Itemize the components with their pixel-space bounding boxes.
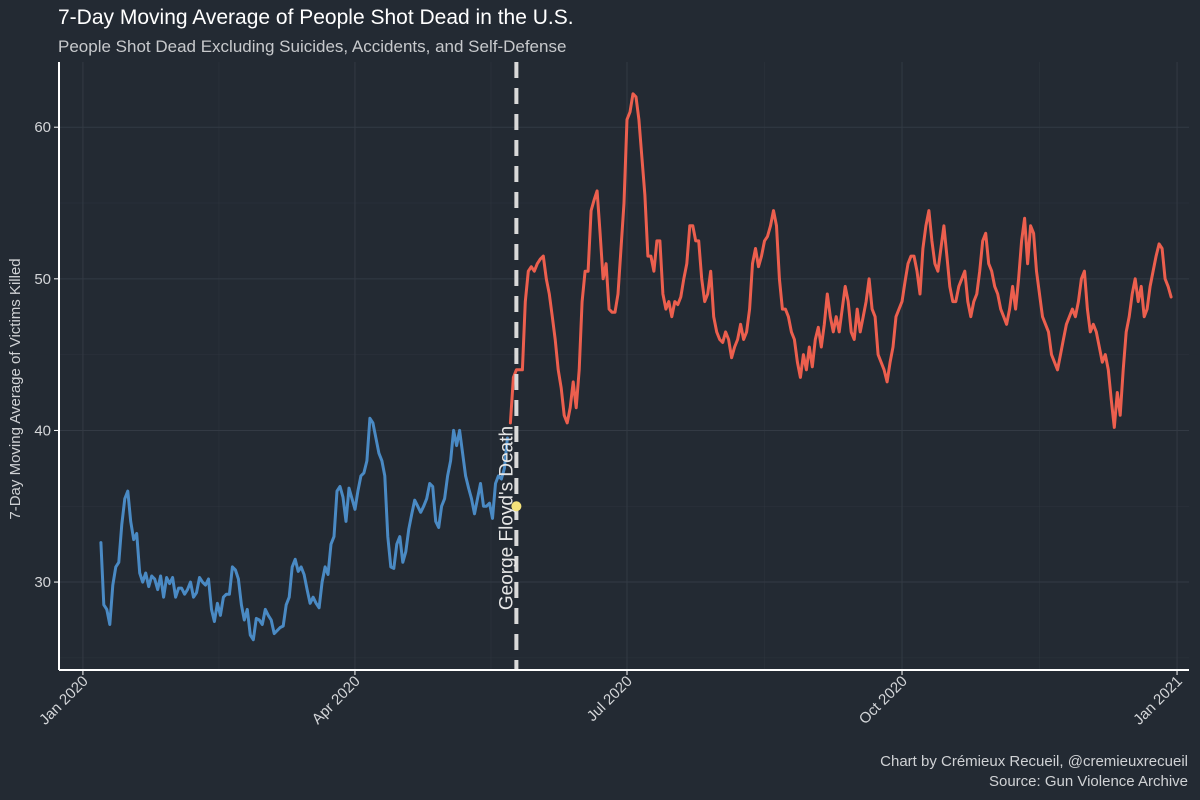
chart-subtitle: People Shot Dead Excluding Suicides, Acc… xyxy=(58,37,567,56)
x-tick-label: Jan 2020 xyxy=(36,673,92,729)
y-tick-label: 40 xyxy=(34,422,51,439)
series-line-after xyxy=(508,92,1173,429)
grid-lines xyxy=(59,62,1189,670)
axes: 30 40 50 60 Jan 2020 Apr 2020 Jul 2020 Oct 2020… xyxy=(34,62,1189,728)
x-tick-label: Jul 2020 xyxy=(584,673,636,725)
y-tick-label: 50 xyxy=(34,271,51,288)
x-tick-label: Jan 2021 xyxy=(1130,673,1186,729)
y-axis-label: 7-Day Moving Average of Victims Killed xyxy=(7,258,24,519)
chart-credit: Chart by Crémieux Recueil, @cremieuxrecu… xyxy=(880,752,1188,792)
series-lines xyxy=(99,92,1173,642)
x-tick-label: Oct 2020 xyxy=(856,673,911,728)
y-tick-label: 60 xyxy=(34,119,51,136)
event-label: George Floyd's Death xyxy=(496,426,517,610)
chart-title: 7-Day Moving Average of People Shot Dead… xyxy=(58,6,574,29)
event-marker-point xyxy=(511,501,522,512)
series-line-before xyxy=(99,416,509,642)
x-tick-label: Apr 2020 xyxy=(309,673,364,728)
credit-source: Source: Gun Violence Archive xyxy=(988,773,1188,790)
y-tick-label: 30 xyxy=(34,574,51,591)
credit-author: Chart by Crémieux Recueil, @cremieuxrecu… xyxy=(880,753,1188,770)
event-annotation: George Floyd's Death xyxy=(496,62,522,670)
